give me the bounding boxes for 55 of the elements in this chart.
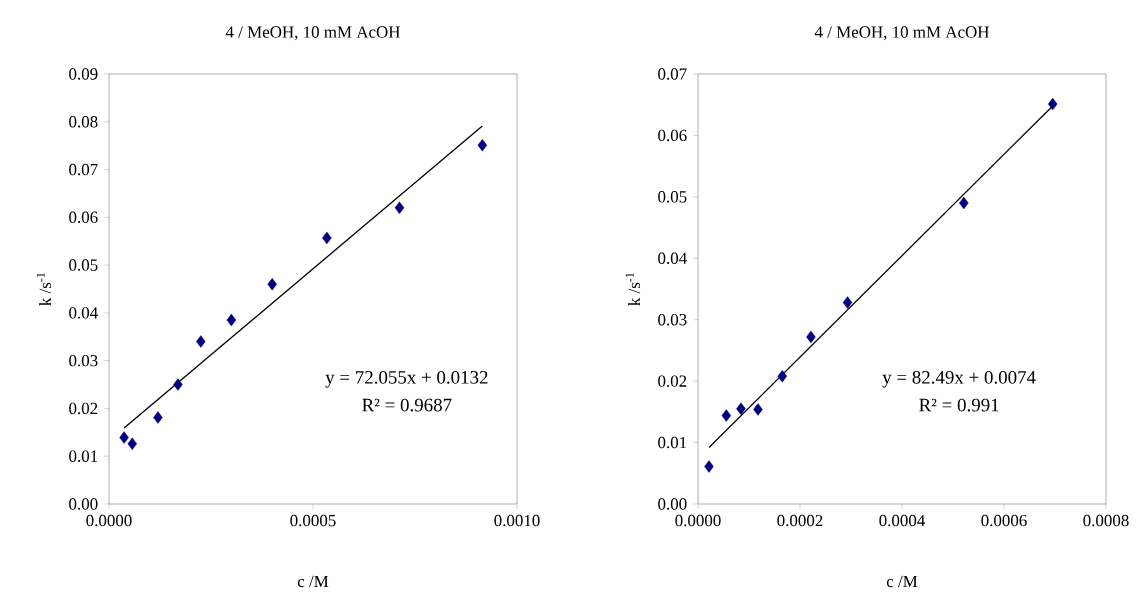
x-tick-label: 0.0004 — [879, 514, 926, 527]
annotation: y = 82.49x + 0.0074 — [882, 370, 1036, 388]
y-tick-label: 0.04 — [69, 307, 98, 319]
x-tick-label: 0.0000 — [675, 514, 721, 527]
x-tick-label: 0.0006 — [981, 514, 1027, 527]
point — [842, 296, 853, 309]
annotation: y = 72.055x + 0.0132 — [325, 370, 488, 388]
point — [394, 201, 405, 214]
y-tick-label: 0.01 — [69, 450, 98, 462]
y-tick-label: 0.03 — [658, 313, 687, 326]
x-axis-title: c /M — [297, 575, 329, 588]
x-tick-label: 0.0005 — [290, 514, 336, 527]
point — [119, 431, 129, 444]
x-axis-title: c /M — [886, 575, 918, 588]
point — [226, 313, 237, 327]
point — [153, 411, 163, 424]
y-tick-label: 0.09 — [69, 68, 98, 80]
y-tick-label: 0.00 — [658, 498, 687, 510]
point — [196, 335, 206, 348]
point — [127, 437, 137, 450]
point — [173, 378, 183, 391]
y-tick-label: 0.08 — [69, 116, 98, 128]
y-tick-label: 0.00 — [69, 498, 98, 510]
chart-title: 4 / MeOH, 10 mM AcOH — [814, 26, 989, 41]
y-tick-label: 0.02 — [658, 375, 687, 387]
point — [721, 409, 732, 422]
y-tick-label: 0.06 — [69, 211, 98, 224]
point — [806, 330, 816, 344]
point — [777, 370, 787, 383]
annotation: R² = 0.9687 — [362, 398, 452, 412]
y-axis-title: k /s$^{-1}$ — [625, 273, 641, 306]
x-tick-label: 0.0008 — [1083, 514, 1129, 527]
chart-title: 4 / MeOH, 10 mM AcOH — [225, 26, 400, 41]
y-tick-label: 0.02 — [69, 402, 98, 415]
y-axis-title: k /s$^{-1}$ — [36, 273, 52, 306]
y-tick-label: 0.01 — [658, 436, 687, 449]
x-tick-label: 0.0002 — [777, 514, 823, 527]
annotation: R² = 0.991 — [919, 398, 999, 412]
y-tick-label: 0.04 — [658, 252, 687, 265]
point — [477, 138, 488, 152]
y-tick-label: 0.07 — [658, 68, 687, 80]
y-tick-label: 0.03 — [69, 354, 98, 367]
y-tick-label: 0.05 — [658, 191, 687, 203]
point — [736, 402, 746, 415]
point — [704, 460, 714, 473]
x-tick-label: 0.0010 — [494, 514, 540, 527]
y-tick-label: 0.06 — [658, 129, 687, 142]
y-tick-label: 0.07 — [69, 163, 98, 176]
point — [322, 231, 332, 245]
point — [267, 278, 277, 291]
point — [1048, 97, 1058, 111]
point — [959, 196, 969, 210]
x-tick-label: 0.0000 — [86, 514, 132, 527]
point — [753, 403, 763, 416]
y-tick-label: 0.05 — [69, 259, 98, 271]
